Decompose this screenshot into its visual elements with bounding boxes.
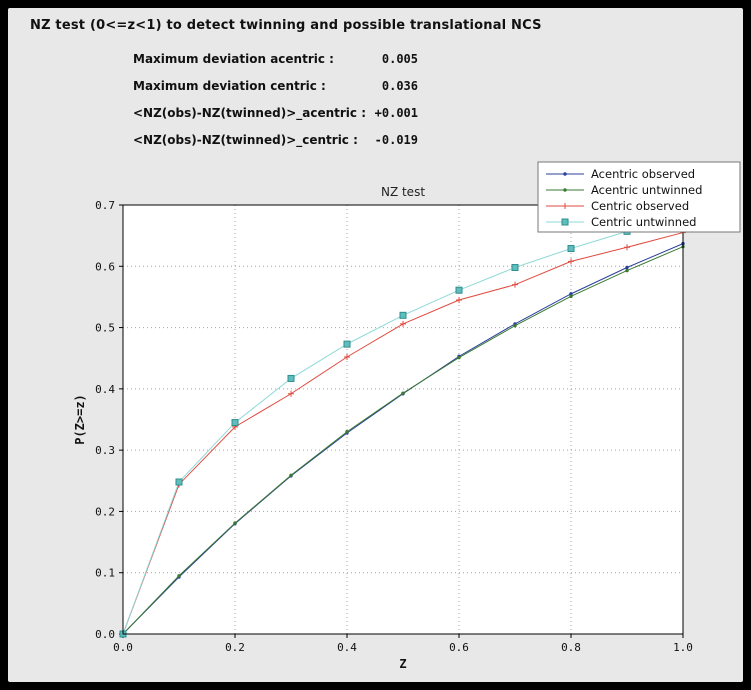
stat-row: <NZ(obs)-NZ(twinned)>_acentric : +0.001: [133, 100, 418, 127]
stat-value: -0.019: [374, 133, 418, 147]
chart-title: NZ test: [381, 185, 425, 199]
y-tick-label: 0.0: [95, 628, 115, 641]
stat-row: Maximum deviation centric : 0.036: [133, 73, 418, 100]
legend-label: Centric observed: [591, 199, 689, 213]
stat-value: 0.036: [381, 79, 418, 93]
x-tick-label: 0.8: [561, 641, 581, 654]
legend-label: Acentric observed: [591, 167, 695, 181]
legend: Acentric observed Acentric untwinned Centr…: [537, 161, 741, 233]
stat-label: Maximum deviation centric :: [133, 79, 326, 93]
y-axis-label: P(Z>=z): [73, 394, 87, 445]
y-tick-label: 0.7: [95, 199, 115, 212]
x-tick-label: 0.6: [449, 641, 469, 654]
tick-labels: 0.0 0.2 0.4 0.6 0.8 1.0 0.0 0.1 0.2 0.3 0.4 0.5 0.6 0…: [95, 199, 693, 654]
y-tick-label: 0.6: [95, 260, 115, 273]
grid-lines: [123, 205, 683, 634]
stat-label: <NZ(obs)-NZ(twinned)>_centric :: [133, 133, 358, 147]
legend-label: Acentric untwinned: [591, 183, 702, 197]
y-tick-label: 0.1: [95, 567, 115, 580]
legend-label: Centric untwinned: [591, 215, 696, 229]
stat-row: <NZ(obs)-NZ(twinned)>_centric : -0.019: [133, 127, 418, 154]
nz-test-chart: 0.0 0.2 0.4 0.6 0.8 1.0 0.0 0.1 0.2 0.3 0.4 0.5 0.6 0…: [73, 161, 741, 671]
y-tick-label: 0.4: [95, 383, 115, 396]
stat-row: Maximum deviation acentric : 0.005: [133, 46, 418, 73]
page-title: NZ test (0<=z<1) to detect twinning and …: [30, 18, 542, 33]
x-tick-label: 1.0: [673, 641, 693, 654]
y-tick-label: 0.5: [95, 322, 115, 335]
stat-label: Maximum deviation acentric :: [133, 52, 334, 66]
dialog-panel: 0.0 0.2 0.4 0.6 0.8 1.0 0.0 0.1 0.2 0.3 0.4 0.5 0.6 0…: [8, 8, 743, 682]
y-tick-label: 0.3: [95, 444, 115, 457]
x-tick-label: 0.4: [337, 641, 357, 654]
stat-value: 0.005: [381, 52, 418, 66]
plot-frame: [122, 204, 684, 635]
plot-area: [123, 205, 683, 634]
x-tick-label: 0.0: [113, 641, 133, 654]
y-tick-label: 0.2: [95, 505, 115, 518]
stats-block: Maximum deviation acentric : 0.005 Maxim…: [133, 46, 418, 154]
x-tick-label: 0.2: [225, 641, 245, 654]
x-axis-label: Z: [399, 657, 406, 671]
stat-value: +0.001: [374, 106, 418, 120]
stat-label: <NZ(obs)-NZ(twinned)>_acentric :: [133, 106, 366, 120]
